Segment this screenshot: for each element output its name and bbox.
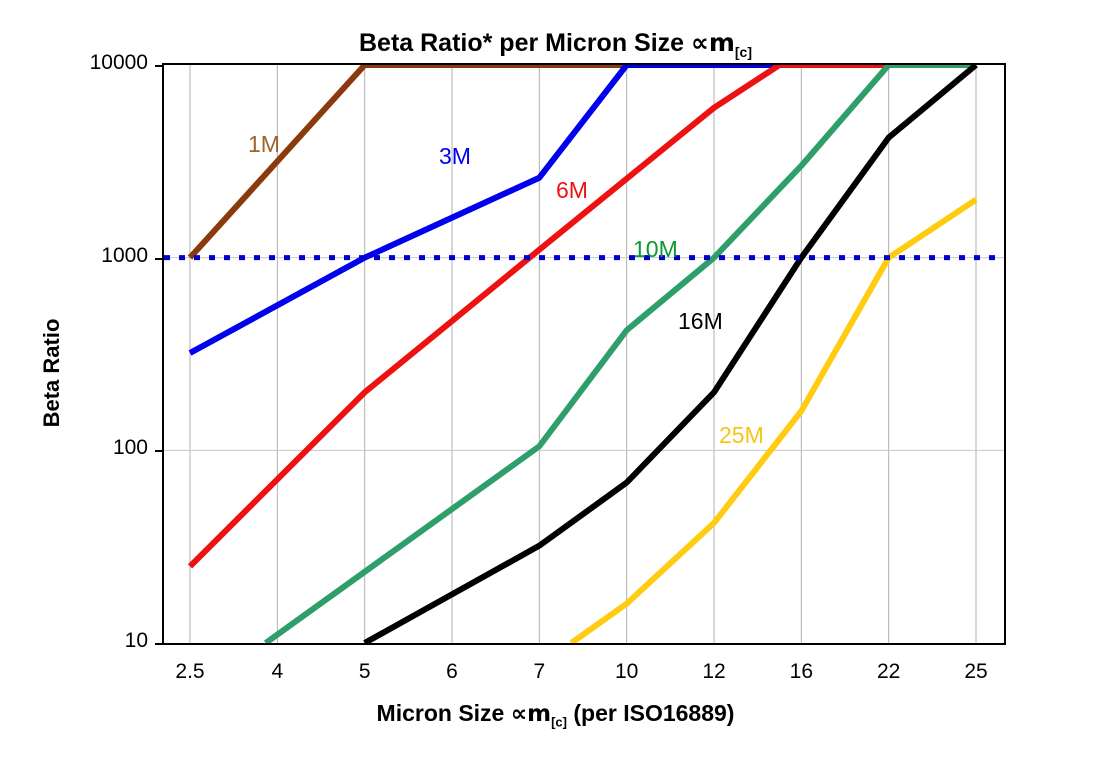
y-tick-label: 1000 <box>101 243 148 267</box>
series-line-1m <box>187 65 976 260</box>
chart-title-main: Beta Ratio* per Micron Size <box>358 29 692 57</box>
x-tick-label: 6 <box>446 660 458 683</box>
y-tick-mark <box>155 450 162 453</box>
x-tick-label: 2.5 <box>175 660 205 683</box>
y-tick-label: 100 <box>112 436 148 460</box>
y-tick-label: 10000 <box>89 51 148 74</box>
series-label-16m: 16M <box>678 308 723 334</box>
series-line-16m <box>363 65 978 643</box>
series-line-6m <box>187 65 976 569</box>
x-axis-title-subscript: [c] <box>551 714 567 730</box>
y-tick-label: 10 <box>124 629 148 652</box>
x-tick-label: 4 <box>271 660 284 683</box>
x-axis-title-post: (per ISO16889) <box>566 700 735 726</box>
y-tick-mark <box>155 257 162 260</box>
series-label-3m: 3M <box>439 143 471 169</box>
chart-title: Beta Ratio* per Micron Size ∝m[c] <box>0 28 1111 60</box>
series-line-25m <box>569 197 978 643</box>
x-axis-title-pre: Micron Size <box>376 700 511 726</box>
y-tick-mark <box>155 65 162 67</box>
x-tick-label: 12 <box>702 660 726 683</box>
x-axis-title: Micron Size ∝m[c] (per ISO16889) <box>0 700 1111 730</box>
chart-title-symbol: ∝m <box>691 28 735 57</box>
x-axis-title-symbol: ∝m <box>510 701 552 727</box>
chart-title-subscript: [c] <box>734 44 752 60</box>
plot-area: 1M 3M 6M 10M 16M 25M <box>162 63 1006 645</box>
series-line-3m <box>188 65 976 356</box>
x-tick-label: 22 <box>876 660 901 683</box>
series-label-6m: 6M <box>556 177 588 203</box>
y-tick-mark <box>155 643 162 645</box>
series-label-25m: 25M <box>719 422 764 448</box>
x-tick-label: 7 <box>533 660 546 683</box>
x-tick-label: 16 <box>789 660 813 683</box>
x-tick-label: 25 <box>964 660 988 683</box>
series-label-1m: 1M <box>248 131 280 157</box>
series-label-10m: 10M <box>633 236 678 262</box>
plot-svg <box>164 65 1004 643</box>
series-line-10m <box>263 65 976 643</box>
x-tick-label: 10 <box>614 660 639 683</box>
x-tick-label: 5 <box>358 660 371 683</box>
